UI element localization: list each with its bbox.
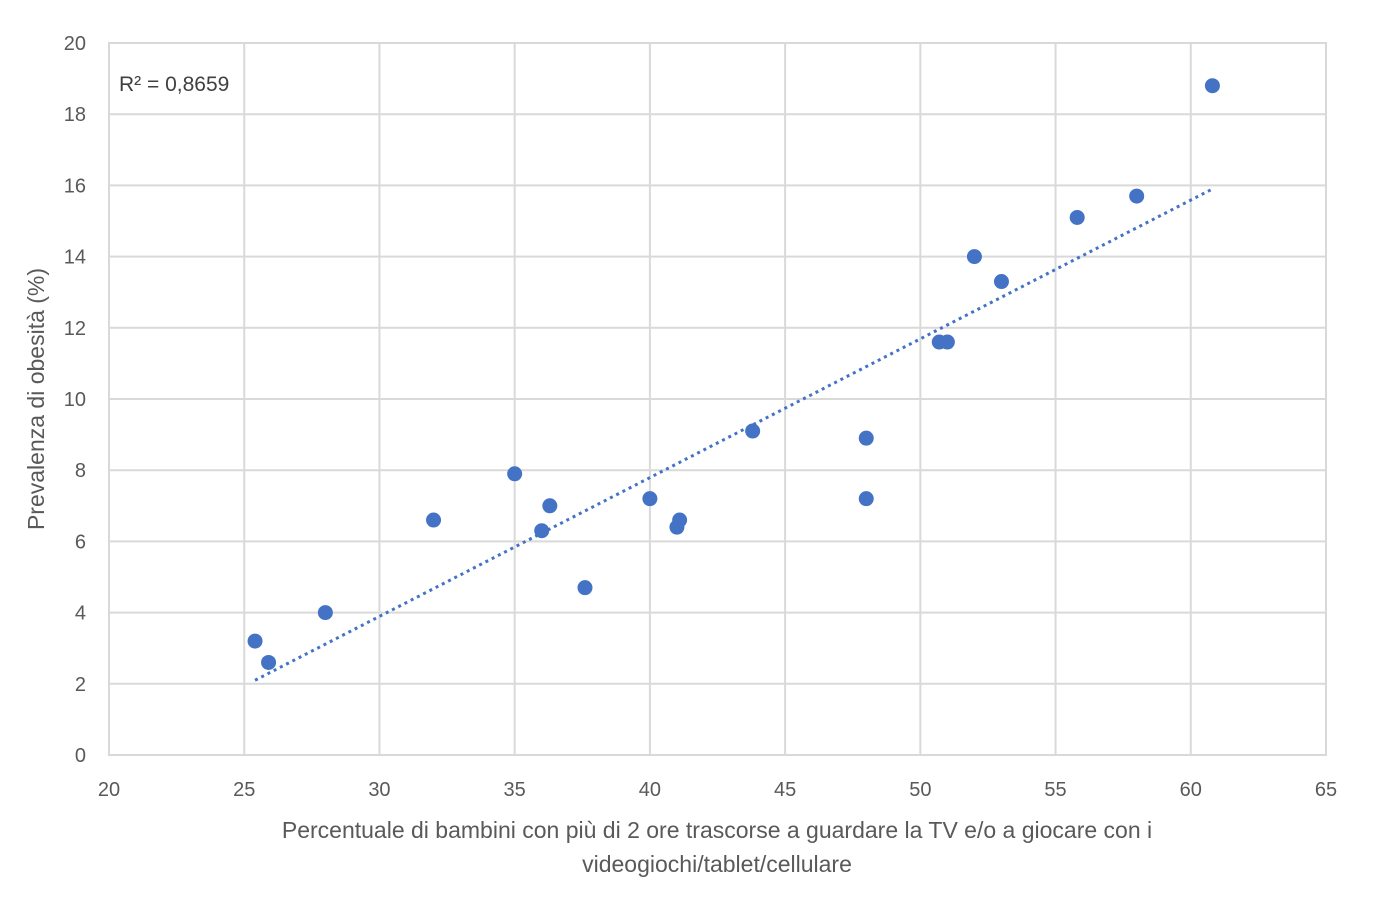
x-tick-label: 65 — [1315, 779, 1337, 801]
data-point-20 — [1129, 188, 1145, 204]
plot-area-border — [108, 42, 1327, 756]
x-tick-label: 45 — [774, 779, 796, 801]
data-point-8 — [577, 580, 593, 596]
data-point-7 — [542, 498, 558, 514]
data-point-5 — [507, 466, 523, 482]
data-point-12 — [745, 423, 761, 439]
x-axis-title-line-2: videogiochi/tablet/cellulare — [582, 851, 852, 877]
data-point-11 — [672, 512, 688, 528]
y-tick-label: 18 — [64, 104, 86, 126]
y-tick-label: 12 — [64, 318, 86, 340]
x-tick-label: 50 — [909, 779, 931, 801]
data-point-9 — [642, 491, 658, 507]
data-point-1 — [247, 633, 263, 649]
r-squared-annotation: R² = 0,8659 — [119, 73, 229, 96]
data-point-18 — [993, 274, 1009, 290]
y-tick-label: 6 — [75, 531, 86, 553]
x-tick-label: 40 — [639, 779, 661, 801]
data-point-3 — [317, 605, 333, 621]
x-tick-label: 25 — [233, 779, 255, 801]
y-tick-label: 2 — [75, 674, 86, 696]
y-tick-label: 14 — [64, 247, 86, 269]
y-tick-label: 0 — [75, 745, 86, 767]
x-tick-label: 20 — [98, 779, 120, 801]
y-axis-tick-labels: 0 2 4 6 8 10 12 14 16 18 20 — [64, 33, 86, 767]
y-tick-label: 10 — [64, 389, 86, 411]
data-point-19 — [1069, 209, 1085, 225]
x-axis-tick-labels: 20 25 30 35 40 45 50 55 60 65 — [98, 779, 1337, 801]
x-tick-label: 55 — [1044, 779, 1066, 801]
y-tick-label: 16 — [64, 175, 86, 197]
data-point-6 — [534, 523, 550, 539]
x-axis-title-line-1: Percentuale di bambini con più di 2 ore … — [282, 817, 1152, 843]
data-point-2 — [261, 654, 277, 670]
x-tick-label: 30 — [368, 779, 390, 801]
x-tick-label: 60 — [1180, 779, 1202, 801]
data-point-16 — [939, 334, 955, 350]
data-point-21 — [1204, 78, 1220, 94]
data-points — [247, 78, 1220, 670]
y-tick-label: 20 — [64, 33, 86, 55]
data-point-14 — [858, 491, 874, 507]
data-point-4 — [426, 512, 442, 528]
x-tick-label: 35 — [504, 779, 526, 801]
y-axis-title: Prevalenza di obesità (%) — [23, 268, 49, 530]
data-point-13 — [858, 430, 874, 446]
linear-trendline — [254, 187, 1214, 682]
y-tick-label: 4 — [75, 603, 86, 625]
data-point-17 — [966, 249, 982, 265]
y-tick-label: 8 — [75, 460, 86, 482]
